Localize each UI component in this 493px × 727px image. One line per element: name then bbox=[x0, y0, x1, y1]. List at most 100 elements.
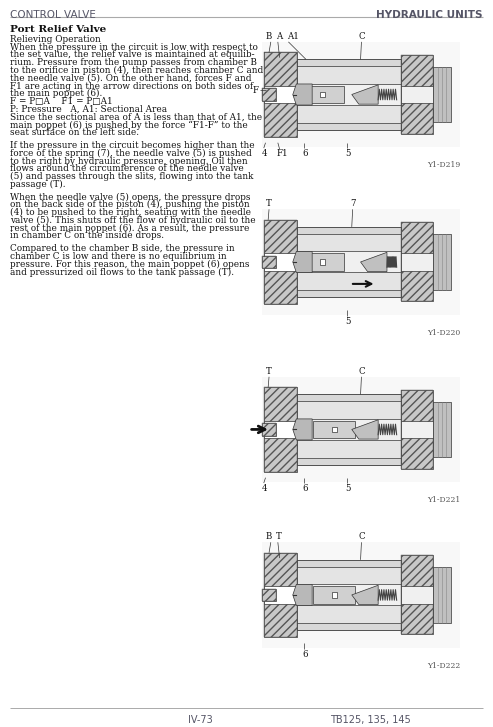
Polygon shape bbox=[293, 84, 312, 105]
Bar bbox=[297, 585, 401, 606]
Polygon shape bbox=[352, 85, 378, 104]
Text: F1 are acting in the arrow directions on both sides of: F1 are acting in the arrow directions on… bbox=[10, 81, 253, 91]
Bar bbox=[262, 89, 276, 100]
Bar bbox=[262, 377, 460, 482]
Text: T: T bbox=[266, 367, 271, 376]
Bar bbox=[262, 209, 460, 315]
Text: 5: 5 bbox=[346, 149, 351, 158]
Text: to the right by hydraulic pressure, opening. Oil then: to the right by hydraulic pressure, open… bbox=[10, 156, 247, 166]
Bar bbox=[297, 84, 401, 105]
Text: passage (T).: passage (T). bbox=[10, 180, 66, 189]
Bar bbox=[401, 555, 433, 635]
Bar bbox=[297, 560, 401, 567]
Text: B: B bbox=[266, 32, 272, 41]
Bar bbox=[264, 86, 297, 103]
Text: IV-73: IV-73 bbox=[188, 715, 212, 725]
Bar bbox=[262, 423, 276, 435]
Bar bbox=[264, 220, 297, 304]
Bar bbox=[297, 252, 401, 273]
Text: Y1-D222: Y1-D222 bbox=[427, 662, 460, 670]
Polygon shape bbox=[360, 252, 387, 272]
Bar bbox=[297, 394, 401, 401]
Text: Port Relief Valve: Port Relief Valve bbox=[10, 25, 106, 34]
Bar bbox=[401, 222, 433, 302]
Bar bbox=[297, 623, 401, 630]
Text: Relieving Operation: Relieving Operation bbox=[10, 35, 101, 44]
Text: T: T bbox=[276, 532, 282, 542]
Bar bbox=[433, 402, 451, 457]
Bar bbox=[297, 560, 401, 630]
Text: 5: 5 bbox=[346, 316, 351, 326]
Bar bbox=[262, 89, 276, 100]
Polygon shape bbox=[293, 252, 312, 273]
Text: CONTROL VALVE: CONTROL VALVE bbox=[10, 10, 96, 20]
Bar bbox=[264, 553, 297, 637]
Bar bbox=[297, 394, 401, 465]
Bar bbox=[331, 593, 337, 598]
Text: seat surface on the left side.: seat surface on the left side. bbox=[10, 128, 139, 137]
Bar bbox=[401, 586, 433, 603]
Bar bbox=[320, 92, 325, 97]
Text: to the orifice in piston (4), then reaches chamber C and: to the orifice in piston (4), then reach… bbox=[10, 66, 263, 75]
Text: C: C bbox=[359, 532, 365, 542]
Text: 6: 6 bbox=[303, 149, 308, 158]
Bar bbox=[401, 555, 433, 635]
Text: P: Pressure   A, A1: Sectional Area: P: Pressure A, A1: Sectional Area bbox=[10, 105, 167, 114]
Text: C: C bbox=[359, 32, 365, 41]
Bar bbox=[264, 553, 297, 637]
Text: 6: 6 bbox=[303, 484, 308, 493]
Text: 5: 5 bbox=[346, 484, 351, 493]
Bar bbox=[401, 86, 433, 103]
Text: B: B bbox=[266, 532, 272, 542]
Text: 4: 4 bbox=[262, 484, 268, 493]
Text: force of the spring (7), the needle valve (5) is pushed: force of the spring (7), the needle valv… bbox=[10, 149, 252, 158]
Text: TB125, 135, 145: TB125, 135, 145 bbox=[330, 715, 410, 725]
Text: If the pressure in the circuit becomes higher than the: If the pressure in the circuit becomes h… bbox=[10, 141, 254, 150]
Text: pressure. For this reason, the main poppet (6) opens: pressure. For this reason, the main popp… bbox=[10, 260, 249, 269]
Polygon shape bbox=[293, 585, 312, 606]
Text: T: T bbox=[266, 199, 271, 209]
Bar bbox=[313, 421, 355, 438]
Bar bbox=[262, 256, 276, 268]
Bar bbox=[297, 290, 401, 297]
Polygon shape bbox=[352, 585, 378, 605]
Text: the set value, the relief valve is maintained at equilib-: the set value, the relief valve is maint… bbox=[10, 50, 254, 60]
Text: Y1-D220: Y1-D220 bbox=[427, 329, 460, 337]
Text: C: C bbox=[359, 367, 365, 376]
Text: When the pressure in the circuit is low with respect to: When the pressure in the circuit is low … bbox=[10, 43, 258, 52]
Bar bbox=[262, 589, 276, 601]
Text: A1: A1 bbox=[286, 32, 299, 41]
Text: and pressurized oil flows to the tank passage (T).: and pressurized oil flows to the tank pa… bbox=[10, 268, 234, 277]
Text: on the back side of the piston (4), pushing the piston: on the back side of the piston (4), push… bbox=[10, 201, 249, 209]
Polygon shape bbox=[293, 419, 312, 440]
Bar bbox=[297, 227, 401, 297]
Bar bbox=[264, 387, 297, 472]
Text: main poppet (6) is pushed by the force “F1-F” to the: main poppet (6) is pushed by the force “… bbox=[10, 121, 248, 129]
Bar bbox=[320, 260, 325, 265]
Bar bbox=[331, 427, 337, 432]
Text: 7: 7 bbox=[350, 199, 355, 209]
Bar bbox=[401, 421, 433, 438]
Bar bbox=[262, 589, 276, 601]
Bar bbox=[297, 457, 401, 465]
Bar bbox=[401, 390, 433, 469]
Text: chamber C is low and there is no equilibrium in: chamber C is low and there is no equilib… bbox=[10, 252, 227, 261]
Text: F1: F1 bbox=[276, 149, 288, 158]
Text: Y1-D219: Y1-D219 bbox=[427, 161, 460, 169]
Text: Y1-D221: Y1-D221 bbox=[427, 496, 460, 504]
Bar bbox=[297, 123, 401, 129]
Bar bbox=[264, 387, 297, 472]
Bar bbox=[262, 42, 460, 147]
Bar bbox=[264, 253, 297, 270]
Bar bbox=[401, 55, 433, 134]
Text: A: A bbox=[276, 32, 282, 41]
Bar bbox=[297, 227, 401, 234]
Bar bbox=[264, 586, 297, 603]
Text: F: F bbox=[252, 86, 258, 95]
Bar bbox=[433, 567, 451, 622]
Text: 6: 6 bbox=[303, 649, 308, 659]
Text: When the needle valve (5) opens, the pressure drops: When the needle valve (5) opens, the pre… bbox=[10, 193, 250, 201]
Bar bbox=[262, 542, 460, 648]
Bar bbox=[401, 253, 433, 270]
Bar bbox=[262, 423, 276, 435]
